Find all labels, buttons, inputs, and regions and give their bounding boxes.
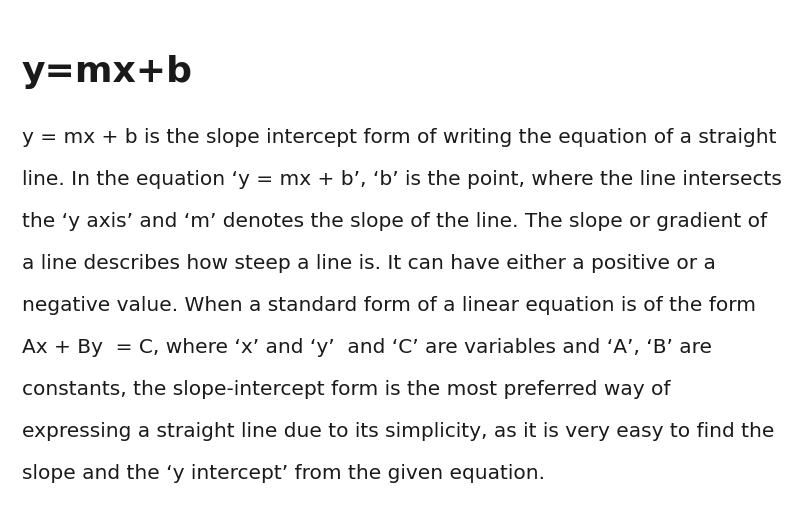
Text: constants, the slope-intercept form is the most preferred way of: constants, the slope-intercept form is t… (22, 380, 670, 399)
Text: y=mx+b: y=mx+b (22, 55, 193, 89)
Text: negative value. When a standard form of a linear equation is of the form: negative value. When a standard form of … (22, 296, 756, 315)
Text: slope and the ‘y intercept’ from the given equation.: slope and the ‘y intercept’ from the giv… (22, 464, 545, 483)
Text: a line describes how steep a line is. It can have either a positive or a: a line describes how steep a line is. It… (22, 254, 716, 273)
Text: line. In the equation ‘y = mx + b’, ‘b’ is the point, where the line intersects: line. In the equation ‘y = mx + b’, ‘b’ … (22, 170, 782, 189)
Text: the ‘y axis’ and ‘m’ denotes the slope of the line. The slope or gradient of: the ‘y axis’ and ‘m’ denotes the slope o… (22, 212, 767, 231)
Text: expressing a straight line due to its simplicity, as it is very easy to find the: expressing a straight line due to its si… (22, 422, 774, 441)
Text: Ax + By  = C, where ‘x’ and ‘y’  and ‘C’ are variables and ‘A’, ‘B’ are: Ax + By = C, where ‘x’ and ‘y’ and ‘C’ a… (22, 338, 712, 357)
Text: y = mx + b is the slope intercept form of writing the equation of a straight: y = mx + b is the slope intercept form o… (22, 128, 777, 147)
